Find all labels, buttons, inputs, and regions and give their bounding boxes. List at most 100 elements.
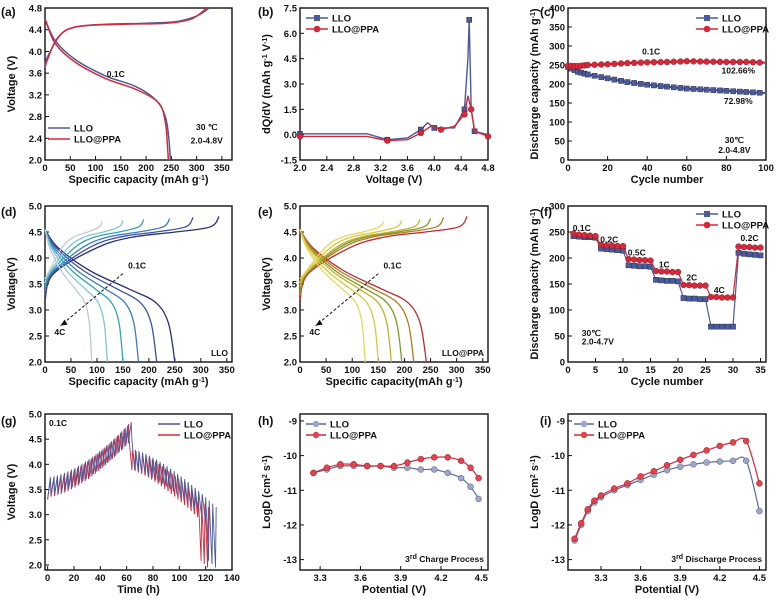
rate-marker (664, 278, 670, 284)
y-tick-label: 4.8 (29, 4, 42, 15)
logd-marker (591, 497, 598, 504)
x-tick-label: 2.0 (293, 163, 306, 174)
x-axis-title: Potential (V) (362, 584, 427, 596)
x-tick-label: 200 (141, 365, 157, 376)
rate-marker (697, 296, 703, 302)
cycling-marker (598, 61, 605, 68)
x-axis-title: Specific capacity(mAh g-1) (325, 376, 462, 388)
rate-marker (735, 243, 742, 250)
discharge-curve-1C (44, 229, 124, 363)
dqdv-marker (296, 133, 304, 140)
rate-marker (746, 251, 753, 258)
y-tick-label: 4.0 (29, 460, 42, 471)
cycling-marker (710, 87, 717, 93)
logd-curve-LLO (313, 465, 480, 500)
rate-marker (691, 282, 698, 289)
rate-marker (746, 243, 753, 251)
logd-marker (457, 474, 465, 482)
y-tick-label: 400 (549, 4, 565, 15)
discharge-curve-0.5C (44, 229, 140, 363)
y-tick-label: 3.5 (284, 280, 298, 291)
y-tick-label: -12 (283, 520, 297, 531)
rate-label: 0.1C (49, 418, 67, 428)
rate-label: 0.1C (642, 46, 660, 56)
y-tick-label: 5.0 (284, 202, 297, 213)
cycling-marker (644, 81, 650, 88)
logd-marker (350, 461, 357, 468)
legend-marker (703, 221, 711, 229)
sample-label: LLO@PPA (442, 348, 484, 358)
y-tick-label: 350 (549, 23, 565, 34)
discharge-curve-LLO@PPA (44, 18, 170, 161)
rate-marker (674, 268, 682, 276)
logd-marker (571, 535, 578, 542)
dqdv-marker (466, 17, 473, 23)
x-tick-label: 0 (565, 365, 570, 376)
logd-marker (677, 463, 684, 470)
y-axis-title: Discharge capacity (mAh g-1) (529, 8, 541, 159)
panel-f: 0 5 10 15 20 25 30 35 0 50 100 150 200 250 300(f) Cycle… (529, 202, 769, 389)
panel-label: (f) (540, 205, 552, 219)
y-tick-label: 100 (549, 118, 565, 129)
logd-marker (323, 464, 331, 471)
y-tick-label: 2.0 (29, 358, 42, 369)
cycling-marker (736, 58, 744, 66)
panel-a: 0 50 100 150 200 250 300 350 2.0 2.4 2.8 3.2 3.6 4.0 4… (1, 4, 233, 186)
y-axis-title: LogD (cm2 s-1) (261, 455, 273, 529)
cycling-marker (617, 60, 625, 67)
logd-marker (404, 459, 411, 466)
logd-marker (716, 458, 723, 465)
logd-marker (729, 457, 737, 464)
rate-marker (757, 244, 764, 251)
retention-ppa-label: 102.66% (721, 65, 755, 75)
voltage-window-label: 2.0-4.8V (718, 145, 750, 155)
panel-b: 2.0 2.4 2.8 3.2 3.6 4.0 4.4 4.8 -1.5 0.0 1.5 3.0 4.5… (258, 4, 495, 187)
rate-marker (718, 294, 726, 301)
cycling-marker (690, 58, 697, 65)
cycling-marker (703, 58, 710, 65)
discharge-curve-0.2C (44, 229, 158, 363)
x-tick-label: 2.8 (347, 163, 360, 174)
rate-marker (702, 296, 709, 302)
x-tick-label: 3.3 (314, 573, 327, 584)
y-tick-label: 250 (549, 228, 565, 239)
x-tick-label: 300 (449, 365, 465, 376)
x-tick-label: 60 (121, 573, 132, 584)
x-tick-label: 40 (95, 573, 106, 584)
x-tick-label: 20 (673, 365, 684, 376)
plot-frame (299, 7, 489, 161)
cycling-marker (591, 72, 598, 79)
charge-curve-0.1C (44, 215, 220, 300)
panel-i: 3.3 3.6 3.9 4.2 4.5 -13 -12 -11 -10 -9 (i) Potentia… (529, 413, 767, 596)
logd-marker (743, 457, 750, 464)
logd-marker (578, 520, 585, 527)
rate-marker (708, 323, 714, 330)
x-tick-label: 150 (115, 365, 131, 376)
rate-label-low: 0.1C (128, 260, 146, 270)
cycling-marker (637, 59, 645, 66)
cycling-marker (723, 58, 730, 66)
logd-marker (444, 454, 451, 461)
cycling-marker (697, 86, 704, 93)
y-tick-label: 4.4 (29, 25, 43, 36)
y-tick-label: 5.0 (29, 202, 42, 213)
panel-label: (c) (540, 5, 555, 19)
rate-marker (740, 243, 748, 251)
y-tick-label: 200 (549, 254, 565, 265)
legend-label: LLO (184, 420, 203, 431)
panel-g: 0 20 40 60 80 100 120 140 2.0 2.5 3.0 3.5 4.0 4.5 5.0 (… (1, 410, 240, 597)
logd-marker (457, 457, 465, 464)
x-tick-label: 3.6 (354, 573, 367, 584)
y-tick-label: 4.0 (29, 254, 42, 265)
y-tick-label: 50 (554, 137, 565, 148)
cycling-marker (730, 88, 736, 95)
logd-marker (584, 506, 591, 513)
y-tick-label: 3.5 (29, 280, 43, 291)
x-tick-label: 100 (89, 365, 105, 376)
x-tick-label: 100 (88, 163, 104, 174)
x-tick-label: 250 (167, 365, 183, 376)
logd-marker (729, 439, 737, 446)
charge-curve-1C (299, 219, 421, 288)
y-tick-label: 2.0 (284, 358, 297, 369)
plot-frame (44, 205, 233, 363)
